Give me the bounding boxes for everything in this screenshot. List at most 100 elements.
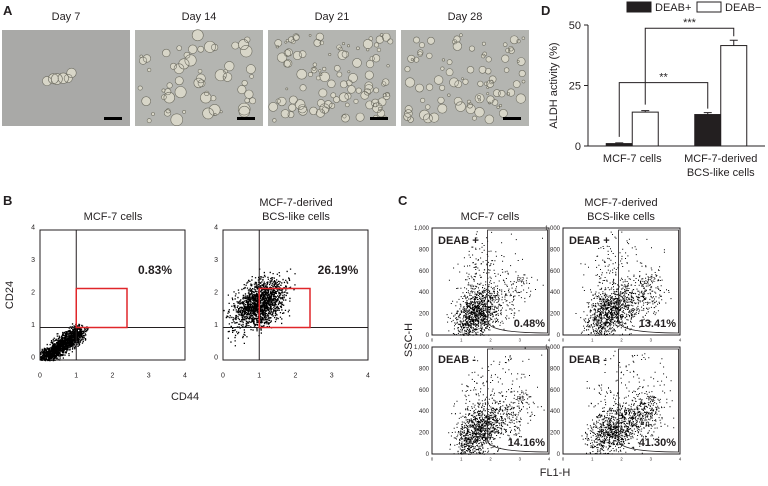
tick-exponent: 3 [519, 337, 522, 342]
y-tick-label: 600 [419, 388, 430, 394]
gate-label: R2 [648, 278, 656, 284]
x-tick-label: 2 [489, 456, 492, 461]
row-label: DEAB + [438, 235, 479, 247]
y-axis-label: SSC-H [403, 323, 415, 357]
panel-label: A [3, 3, 13, 18]
y-tick-label: 0 [557, 333, 561, 339]
tick-exponent: 2 [620, 337, 623, 342]
y-tick-label: 200 [550, 431, 561, 437]
tick-exponent: 1 [31, 322, 35, 329]
gate [487, 229, 548, 334]
image-caption: Day 7 [52, 11, 81, 23]
x-tick-label: 3 [650, 456, 653, 461]
scale-bar [104, 117, 122, 120]
x-tick-label: 3 [519, 456, 522, 461]
x-tick-label: 3 [650, 337, 653, 342]
plot-frame [431, 227, 550, 336]
y-tick-label: 3 [214, 257, 218, 264]
x-tick-label: 1 [460, 456, 463, 461]
significance-label: *** [683, 17, 697, 29]
x-tick-label: 0 [562, 456, 565, 461]
y-tick-label: 400 [550, 409, 561, 415]
y-tick-label: 800 [419, 247, 430, 253]
y-axis-label: CD24 [4, 281, 16, 309]
cell-clusters [42, 67, 77, 86]
y-tick-label: 0 [575, 141, 581, 153]
tick-exponent: 1 [460, 456, 463, 461]
tick-exponent: 0 [562, 337, 565, 342]
error-bar [615, 142, 624, 144]
y-tick-label: 600 [550, 269, 561, 275]
x-tick-label: 1 [460, 337, 463, 342]
plot-frame [431, 346, 550, 455]
bar [694, 114, 722, 147]
tick-exponent: 4 [548, 337, 551, 342]
plot-title: MCF-7-derived [259, 197, 332, 209]
tick-exponent: 1 [214, 322, 218, 329]
y-tick-label: 1,000 [414, 226, 430, 232]
tick-exponent: 4 [31, 225, 35, 232]
tick-exponent: 0 [38, 373, 42, 380]
x-tick-label: 0 [221, 373, 225, 380]
y-tick-label: 25 [569, 81, 581, 93]
gate-label: R2 [648, 397, 656, 403]
legend-label: DEAB+ [655, 2, 691, 14]
bar [631, 111, 659, 147]
legend-label: DEAB− [725, 2, 761, 14]
significance-label: ** [659, 72, 668, 84]
image-caption: Day 28 [448, 11, 483, 23]
x-tick-label: 3 [147, 373, 151, 380]
x-tick-label: 1 [591, 456, 594, 461]
error-bar [641, 110, 650, 113]
error-bar [729, 39, 738, 46]
scale-bar [237, 117, 255, 120]
y-tick-label: 600 [550, 388, 561, 394]
legend-swatch [696, 1, 722, 13]
gate [487, 348, 548, 453]
row-label: DEAB + [569, 235, 610, 247]
gate [258, 287, 311, 329]
image-caption: Day 14 [182, 11, 217, 23]
image-caption: Day 21 [315, 11, 350, 23]
column-title: MCF-7-derived [584, 197, 657, 209]
row-label: DEAB - [438, 354, 476, 366]
y-tick-label: 800 [419, 366, 430, 372]
bar [605, 143, 633, 147]
y-tick-label: 200 [419, 431, 430, 437]
x-tick-label: 4 [366, 373, 370, 380]
y-tick-label: 1 [31, 322, 35, 329]
y-tick-label: 4 [214, 225, 218, 232]
y-tick-label: 400 [419, 409, 430, 415]
tick-exponent: 0 [214, 355, 218, 362]
panel-label: D [541, 3, 550, 18]
y-axis-label: ALDH activity (%) [548, 42, 560, 128]
bar [720, 45, 748, 147]
gate [75, 287, 128, 329]
y-tick-label: 200 [419, 312, 430, 318]
x-axis-label: FL1-H [540, 467, 571, 479]
tick-exponent: 0 [31, 355, 35, 362]
gate-label: R2 [517, 278, 525, 284]
column-title: MCF-7 cells [461, 211, 520, 223]
y-tick-label: 4 [31, 225, 35, 232]
gate [618, 348, 679, 453]
plot-title: BCS-like cells [262, 211, 330, 223]
legend-swatch [626, 1, 652, 13]
gate-label: R2 [517, 397, 525, 403]
tick-exponent: 4 [366, 373, 370, 380]
x-tick-label: BCS-like cells [687, 167, 755, 179]
x-tick-label: 4 [548, 337, 551, 342]
scatter-dots [446, 231, 544, 336]
x-axis-label: CD44 [171, 391, 199, 403]
cell-clusters [137, 29, 257, 127]
gate-value: 26.19% [318, 263, 359, 277]
y-tick-label: 3 [31, 257, 35, 264]
x-tick-label: 0 [431, 456, 434, 461]
x-tick-label: 4 [679, 337, 682, 342]
tick-exponent: 1 [257, 373, 261, 380]
plot-frame [562, 227, 681, 336]
y-tick-label: 600 [419, 269, 430, 275]
y-tick-label: 0 [426, 452, 430, 458]
tick-exponent: 3 [147, 373, 151, 380]
x-tick-label: 4 [183, 373, 187, 380]
